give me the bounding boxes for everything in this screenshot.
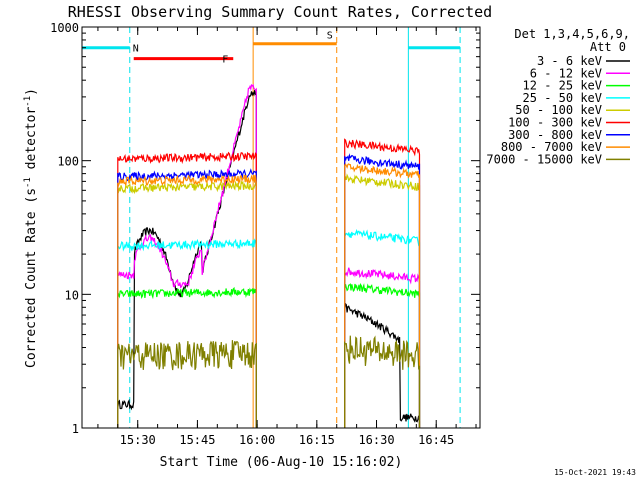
series-line bbox=[117, 238, 257, 428]
series-line bbox=[344, 282, 421, 428]
flag-label: S bbox=[327, 31, 333, 42]
series-line bbox=[117, 174, 257, 428]
y-axis-label-end: ) bbox=[24, 88, 39, 96]
flag-F: F bbox=[133, 55, 234, 66]
legend-label: 3 - 6 keV bbox=[537, 54, 602, 68]
x-tick-label: 16:30 bbox=[358, 433, 394, 447]
plot-frame bbox=[81, 26, 481, 429]
series-100-300-keV bbox=[117, 138, 421, 428]
series-12-25-keV bbox=[117, 282, 421, 428]
series-line bbox=[117, 340, 257, 428]
x-axis-ticks: 15:30 15:45 16:00 16:15 16:30 16:45 bbox=[97, 27, 477, 447]
series-3-6-keV bbox=[117, 89, 421, 428]
series-line bbox=[117, 151, 257, 428]
legend-header-line1: Det 1,3,4,5,6,9, bbox=[514, 27, 630, 41]
y-axis-ticks: 1 10 100 1000 bbox=[50, 21, 480, 436]
series-line bbox=[344, 228, 421, 428]
plot-area: N F S bbox=[82, 27, 461, 428]
legend-label: 800 - 7000 keV bbox=[501, 140, 602, 154]
y-axis-label-mid: detector bbox=[24, 107, 39, 178]
series-line bbox=[344, 163, 421, 428]
series-line bbox=[117, 168, 257, 428]
y-axis-label-sup1: -1 bbox=[23, 177, 33, 188]
series-line bbox=[344, 335, 421, 428]
x-tick-label: 15:45 bbox=[179, 433, 215, 447]
series-25-50-keV bbox=[117, 228, 421, 428]
flag-label: F bbox=[222, 55, 228, 66]
series-line bbox=[344, 302, 421, 428]
timestamp: 15-Oct-2021 19:43 bbox=[554, 468, 636, 477]
series-line bbox=[117, 180, 257, 428]
y-axis-label: Corrected Count Rate (s-1 detector-1) bbox=[23, 88, 39, 368]
legend-label: 12 - 25 keV bbox=[523, 79, 602, 93]
y-axis-label-sup2: -1 bbox=[23, 96, 33, 107]
legend-label: 25 - 50 keV bbox=[523, 91, 602, 105]
flag-S: S bbox=[252, 27, 338, 428]
series-line bbox=[344, 173, 421, 428]
x-tick-label: 16:45 bbox=[418, 433, 454, 447]
series-line bbox=[344, 267, 421, 428]
y-tick-label: 1 bbox=[72, 422, 79, 436]
legend-label: 7000 - 15000 keV bbox=[486, 152, 602, 166]
x-axis-label: Start Time (06-Aug-10 15:16:02) bbox=[160, 455, 403, 470]
y-tick-label: 10 bbox=[65, 288, 79, 302]
series-300-800-keV bbox=[117, 153, 421, 428]
x-tick-label: 16:00 bbox=[239, 433, 275, 447]
series-50-100-keV bbox=[117, 173, 421, 428]
legend-label: 300 - 800 keV bbox=[508, 128, 602, 142]
legend-label: 6 - 12 keV bbox=[530, 66, 602, 80]
series-line bbox=[117, 286, 257, 428]
series-line bbox=[117, 89, 257, 428]
series-6-12-keV bbox=[117, 83, 421, 428]
x-tick-label: 16:15 bbox=[299, 433, 335, 447]
legend-label: 100 - 300 keV bbox=[508, 116, 602, 130]
flag-label: N bbox=[133, 44, 139, 55]
x-tick-label: 15:30 bbox=[120, 433, 156, 447]
series-7000-15000-keV bbox=[117, 335, 421, 428]
series-line bbox=[344, 138, 421, 428]
series-line bbox=[344, 153, 421, 428]
series-line bbox=[117, 83, 257, 428]
y-axis-label-main: Corrected Count Rate (s bbox=[24, 188, 39, 368]
y-tick-label: 100 bbox=[57, 155, 79, 169]
chart-title: RHESSI Observing Summary Count Rates, Co… bbox=[68, 3, 492, 21]
series-800-7000-keV bbox=[117, 163, 421, 428]
y-tick-label: 1000 bbox=[50, 21, 79, 35]
legend-header-line2: Att 0 bbox=[590, 40, 626, 54]
legend-label: 50 - 100 keV bbox=[515, 103, 602, 117]
